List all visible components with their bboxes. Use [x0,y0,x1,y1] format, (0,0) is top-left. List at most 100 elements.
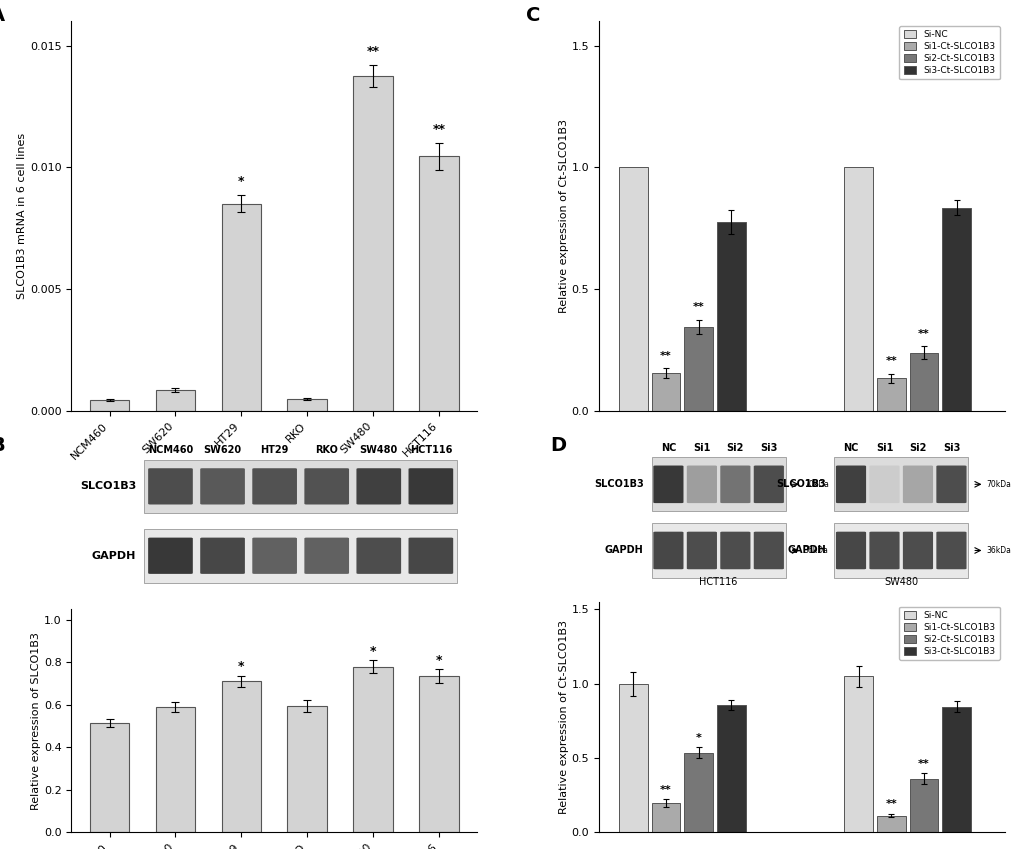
Text: **: ** [884,800,897,809]
Text: **: ** [432,123,445,136]
Text: *: * [237,661,245,673]
FancyBboxPatch shape [200,537,245,574]
Bar [942,208,970,411]
Text: SLCO1B3: SLCO1B3 [775,480,825,489]
Text: 36kDa: 36kDa [803,546,827,555]
Text: SW620: SW620 [204,445,242,455]
Text: RKO: RKO [315,445,338,455]
Text: Si3: Si3 [942,442,959,453]
FancyBboxPatch shape [356,537,400,574]
Text: SW480: SW480 [360,445,397,455]
FancyBboxPatch shape [356,469,400,504]
Text: Si1: Si1 [693,442,710,453]
FancyBboxPatch shape [719,465,750,503]
FancyBboxPatch shape [252,469,297,504]
Text: **: ** [692,302,704,312]
Y-axis label: SLCO1B3 mRNA in 6 cell lines: SLCO1B3 mRNA in 6 cell lines [17,133,28,299]
Text: *: * [237,175,245,188]
Bar [876,816,905,832]
Text: SW480: SW480 [883,576,917,587]
FancyBboxPatch shape [935,465,966,503]
FancyBboxPatch shape [753,465,784,503]
Text: HCT116: HCT116 [699,576,737,587]
Text: D: D [549,436,566,455]
Bar [651,523,785,577]
Text: SLCO1B3: SLCO1B3 [81,481,137,492]
FancyBboxPatch shape [686,531,716,570]
Bar [716,222,745,411]
FancyBboxPatch shape [148,537,193,574]
FancyBboxPatch shape [753,531,784,570]
Text: **: ** [917,759,929,769]
Text: C: C [526,6,540,25]
Bar [156,707,195,832]
Text: HCT116: HCT116 [657,489,706,502]
Bar [90,722,129,832]
Text: **: ** [884,357,897,367]
FancyBboxPatch shape [935,531,966,570]
Text: Si2: Si2 [726,442,743,453]
Text: GAPDH: GAPDH [787,545,825,555]
Bar [353,76,392,411]
Text: NC: NC [843,442,858,453]
FancyBboxPatch shape [868,465,899,503]
Text: 36kDa: 36kDa [985,546,1010,555]
Bar [684,327,712,411]
Bar [876,378,905,411]
Bar [145,529,457,582]
FancyBboxPatch shape [902,531,932,570]
FancyBboxPatch shape [409,469,452,504]
Text: A: A [0,6,5,25]
FancyBboxPatch shape [252,537,297,574]
Bar [651,458,785,511]
Bar [90,400,129,411]
Text: HCT116: HCT116 [410,445,451,455]
Bar [844,167,872,411]
Text: SLCO1B3: SLCO1B3 [593,480,643,489]
FancyBboxPatch shape [148,469,193,504]
Bar [834,523,967,577]
Bar [419,156,459,411]
Bar [353,666,392,832]
Text: GAPDH: GAPDH [92,551,137,560]
Bar [287,706,327,832]
Bar [716,706,745,832]
Text: **: ** [659,351,672,361]
Text: Si2: Si2 [908,442,925,453]
Text: *: * [435,655,442,667]
FancyBboxPatch shape [304,469,348,504]
Bar [651,803,680,832]
Bar [942,706,970,832]
Text: *: * [370,645,376,658]
Bar [834,458,967,511]
Text: GAPDH: GAPDH [604,545,643,555]
Text: 70kDa: 70kDa [803,480,827,489]
Bar [619,167,647,411]
FancyBboxPatch shape [719,531,750,570]
FancyBboxPatch shape [653,531,683,570]
Bar [221,682,261,832]
Text: HT29: HT29 [260,445,288,455]
Text: Si1: Si1 [875,442,893,453]
Text: **: ** [917,329,929,339]
Y-axis label: Relative expression of SLCO1B3: Relative expression of SLCO1B3 [32,632,41,810]
Bar [844,677,872,832]
Text: **: ** [366,45,379,58]
FancyBboxPatch shape [902,465,932,503]
FancyBboxPatch shape [409,537,452,574]
Y-axis label: Relative expression of Ct-SLCO1B3: Relative expression of Ct-SLCO1B3 [558,620,569,814]
Text: *: * [695,733,701,743]
Legend: Si-NC, Si1-Ct-SLCO1B3, Si2-Ct-SLCO1B3, Si3-Ct-SLCO1B3: Si-NC, Si1-Ct-SLCO1B3, Si2-Ct-SLCO1B3, S… [899,606,1000,661]
FancyBboxPatch shape [304,537,348,574]
Text: Si3: Si3 [759,442,776,453]
FancyBboxPatch shape [653,465,683,503]
Bar [419,676,459,832]
FancyBboxPatch shape [868,531,899,570]
Bar [909,352,937,411]
FancyBboxPatch shape [836,465,865,503]
Text: SW480: SW480 [884,489,928,502]
Text: 70kDa: 70kDa [985,480,1010,489]
Bar [651,374,680,411]
Bar [145,459,457,513]
Text: NC: NC [660,442,676,453]
